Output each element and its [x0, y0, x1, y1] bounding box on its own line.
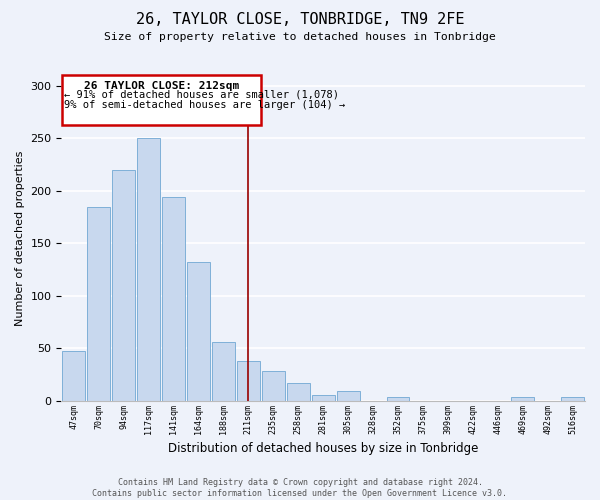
Bar	[212, 342, 235, 401]
Bar	[62, 352, 85, 401]
Text: ← 91% of detached houses are smaller (1,078): ← 91% of detached houses are smaller (1,…	[64, 90, 340, 100]
Y-axis label: Number of detached properties: Number of detached properties	[15, 150, 25, 326]
Bar	[62, 75, 261, 126]
Bar	[112, 170, 135, 401]
Text: 9% of semi-detached houses are larger (104) →: 9% of semi-detached houses are larger (1…	[64, 100, 346, 110]
Bar	[337, 392, 359, 401]
Bar	[162, 197, 185, 401]
Bar	[187, 262, 210, 401]
Bar	[237, 361, 260, 401]
Bar	[511, 396, 534, 401]
Text: Contains HM Land Registry data © Crown copyright and database right 2024.
Contai: Contains HM Land Registry data © Crown c…	[92, 478, 508, 498]
Bar	[287, 383, 310, 401]
Bar	[561, 396, 584, 401]
Bar	[312, 394, 335, 401]
Bar	[88, 208, 110, 401]
Text: Size of property relative to detached houses in Tonbridge: Size of property relative to detached ho…	[104, 32, 496, 42]
Bar	[137, 138, 160, 401]
Text: 26 TAYLOR CLOSE: 212sqm: 26 TAYLOR CLOSE: 212sqm	[84, 82, 239, 92]
Bar	[262, 372, 285, 401]
Bar	[386, 396, 409, 401]
Text: 26, TAYLOR CLOSE, TONBRIDGE, TN9 2FE: 26, TAYLOR CLOSE, TONBRIDGE, TN9 2FE	[136, 12, 464, 28]
X-axis label: Distribution of detached houses by size in Tonbridge: Distribution of detached houses by size …	[168, 442, 478, 455]
